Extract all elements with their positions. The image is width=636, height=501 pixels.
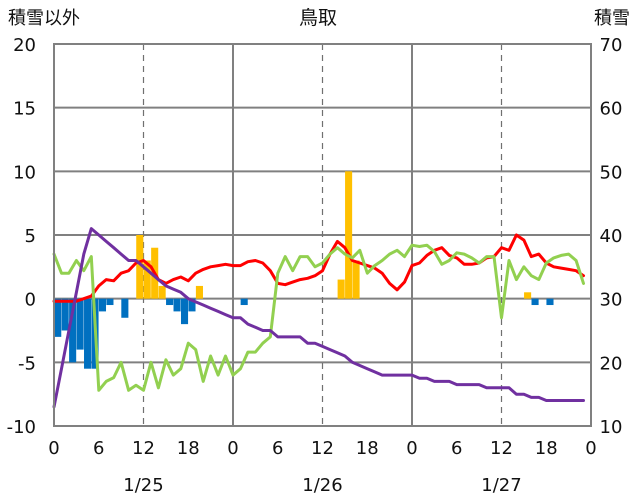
bar [345,171,353,299]
x-tick-label: 0 [48,438,59,459]
x-tick-label: 12 [132,438,155,459]
bar [531,298,539,306]
bar [188,298,196,312]
x-tick-label: 0 [227,438,238,459]
left-tick-label: -10 [7,417,36,438]
bar [121,298,129,318]
bar [180,298,189,325]
x-tick-label: 18 [535,438,558,459]
x-tick-label: 0 [585,438,596,459]
bar [546,298,554,306]
bar [240,298,248,306]
bar [195,285,203,299]
left-axis-title: 積雪以外 [8,8,80,29]
date-label: 1/26 [302,475,342,496]
date-label: 1/27 [481,475,521,496]
x-tick-label: 18 [356,438,379,459]
right-tick-label: 50 [600,162,623,183]
bar [352,260,360,299]
plot-frame [53,43,592,427]
right-tick-label: 70 [600,35,623,56]
gridlines [54,44,591,426]
bar [166,298,174,306]
bar [143,260,151,299]
left-tick-label: 10 [13,162,36,183]
x-tick-label: 12 [490,438,513,459]
bar [106,298,114,306]
line-series [52,227,585,409]
x-tick-label: 6 [272,438,283,459]
bar [524,292,532,299]
date-label: 1/25 [123,475,163,496]
left-tick-label: 5 [25,226,36,247]
left-tick-label: -5 [18,353,36,374]
line-green [52,243,585,392]
bar [98,298,107,312]
bar [136,235,144,299]
x-tick-label: 18 [177,438,200,459]
right-tick-label: 10 [600,417,623,438]
bar [76,298,84,350]
chart-title: 鳥取 [299,7,337,29]
x-tick-label: 6 [451,438,462,459]
right-tick-label: 20 [600,353,623,374]
bar [337,279,345,299]
left-tick-label: 20 [13,35,36,56]
left-tick-label: 0 [25,290,36,311]
bar [69,298,77,363]
bar [61,298,69,331]
x-tick-label: 12 [311,438,334,459]
bar [84,298,92,369]
bar [54,298,62,337]
bar [158,285,166,299]
x-tick-label: 6 [93,438,104,459]
line-purple [52,227,585,409]
right-axis-title: 積雪 [594,8,630,29]
right-tick-label: 40 [600,226,623,247]
right-tick-label: 30 [600,290,623,311]
right-tick-label: 60 [600,99,623,120]
x-tick-label: 0 [406,438,417,459]
left-tick-label: 15 [13,99,36,120]
bar [173,298,181,312]
